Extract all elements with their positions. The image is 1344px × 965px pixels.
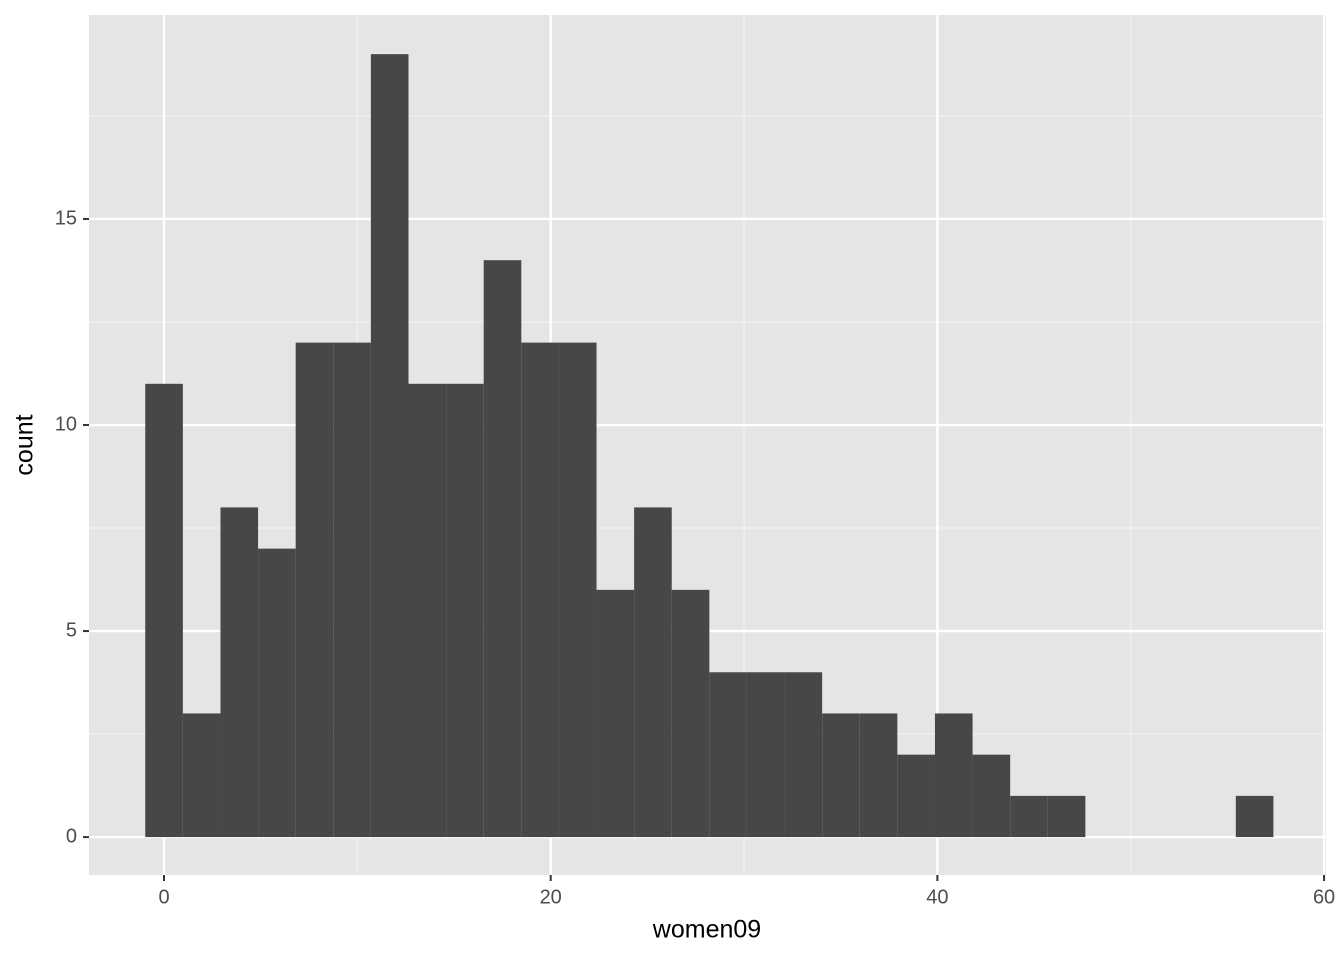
bar <box>182 713 221 838</box>
x-tick-label: 60 <box>1313 886 1335 908</box>
bar <box>934 713 973 838</box>
bar <box>784 672 823 838</box>
bar <box>333 342 371 838</box>
bar <box>709 672 747 838</box>
y-tick-label: 15 <box>55 207 77 229</box>
x-tick-label: 0 <box>158 886 169 908</box>
bar <box>220 507 259 838</box>
bar <box>822 713 860 838</box>
bar <box>521 342 559 838</box>
bar <box>145 383 183 838</box>
x-axis-title: women09 <box>652 916 761 944</box>
bar <box>558 342 597 838</box>
bar <box>446 383 484 838</box>
bars <box>145 54 1274 838</box>
bar <box>859 713 898 838</box>
axes: 0 20 40 60 0 5 10 15 <box>55 207 1335 908</box>
bar <box>258 548 296 838</box>
bar <box>596 589 635 838</box>
bar <box>897 754 935 838</box>
bar <box>1047 795 1086 838</box>
bar <box>1235 795 1274 838</box>
bar <box>671 589 710 838</box>
bar <box>634 507 672 838</box>
y-tick-label: 10 <box>55 413 77 435</box>
y-axis-title: count <box>11 414 39 475</box>
bar <box>1010 795 1048 838</box>
bar <box>483 260 522 838</box>
bar <box>370 54 409 838</box>
x-tick-label: 40 <box>926 886 948 908</box>
x-tick-label: 20 <box>540 886 562 908</box>
y-tick-label: 5 <box>66 619 77 641</box>
y-tick-label: 0 <box>66 825 77 847</box>
bar <box>972 754 1011 838</box>
bar <box>295 342 334 838</box>
bar <box>408 383 447 838</box>
bar <box>746 672 785 838</box>
